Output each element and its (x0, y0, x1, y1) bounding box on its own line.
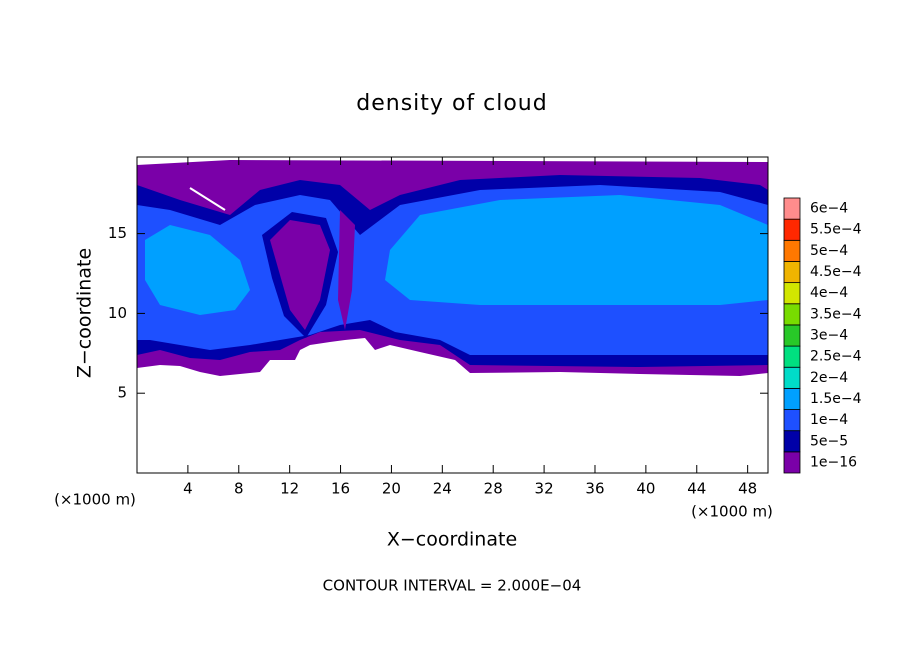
contour-field (137, 160, 768, 376)
y-unit-label: (×1000 m) (54, 491, 136, 509)
colorbar-label: 3e−4 (810, 328, 848, 344)
colorbar-label: 6e−4 (810, 201, 848, 217)
colorbar-label: 5.5e−4 (810, 222, 862, 238)
colorbar-box (783, 218, 801, 241)
colorbar-box (783, 387, 801, 410)
contour-region (270, 220, 330, 330)
x-tick-label: 8 (234, 480, 244, 498)
x-tick-label: 48 (738, 480, 757, 498)
colorbar-label: 4.5e−4 (810, 264, 862, 280)
y-tick-label: 5 (117, 384, 127, 402)
x-tick-label: 44 (687, 480, 706, 498)
x-tick-label: 24 (433, 480, 452, 498)
x-tick-label: 28 (484, 480, 503, 498)
colorbar-box (783, 409, 801, 432)
colorbar-box (783, 197, 801, 220)
gap-streak (189, 187, 226, 211)
contour-region (338, 210, 355, 330)
colorbar-label: 1.5e−4 (810, 391, 862, 407)
x-tick-label: 4 (183, 480, 193, 498)
colorbar-label: 5e−4 (810, 243, 848, 259)
colorbar-box (783, 303, 801, 326)
chart-title: density of cloud (356, 91, 547, 116)
y-tick-label: 10 (108, 304, 127, 322)
colorbar-label: 4e−4 (810, 285, 848, 301)
y-axis-label: Z−coordinate (74, 248, 96, 378)
colorbar-label: 1e−16 (810, 454, 857, 470)
x-tick-label: 16 (331, 480, 350, 498)
colorbar-box (783, 430, 801, 453)
colorbar-box (783, 282, 801, 305)
colorbar-label: 1e−4 (810, 412, 848, 428)
x-tick-label: 32 (535, 480, 554, 498)
x-unit-label: (×1000 m) (691, 503, 773, 521)
contour-region (385, 195, 768, 305)
colorbar-box (783, 324, 801, 347)
colorbar-label: 2e−4 (810, 370, 848, 386)
plot-frame (136, 156, 769, 474)
colorbar-box (783, 345, 801, 368)
x-tick-label: 12 (280, 480, 299, 498)
colorbar-box (783, 261, 801, 284)
x-axis-label: X−coordinate (387, 529, 517, 551)
colorbar-label: 5e−5 (810, 433, 848, 449)
x-tick-label: 20 (382, 480, 401, 498)
x-tick-label: 40 (636, 480, 655, 498)
x-tick-label: 36 (585, 480, 604, 498)
annotation: CONTOUR INTERVAL = 2.000E−04 (323, 577, 582, 595)
y-tick-label: 15 (108, 224, 127, 242)
colorbar-label: 2.5e−4 (810, 349, 862, 365)
contour-region (145, 225, 250, 315)
colorbar-box (783, 366, 801, 389)
colorbar-box (783, 239, 801, 262)
colorbar-box (783, 451, 801, 474)
colorbar-label: 3.5e−4 (810, 306, 862, 322)
